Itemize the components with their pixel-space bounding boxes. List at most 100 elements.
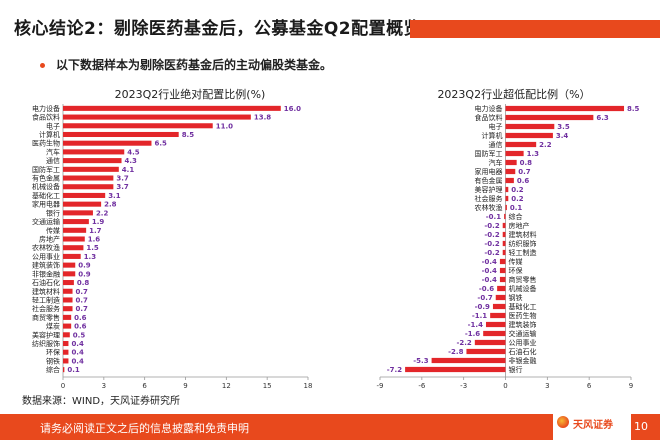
category-label: 非银金融: [509, 356, 537, 365]
bar: [466, 348, 506, 355]
data-label: 13.8: [254, 114, 271, 122]
bar: [505, 195, 509, 202]
x-tick-label: 12: [222, 382, 231, 390]
logo-icon: [557, 416, 569, 428]
bar: [63, 253, 81, 259]
data-label: 4.5: [127, 148, 140, 156]
category-label: 家用电器: [475, 167, 503, 176]
bar: [505, 123, 555, 130]
bar: [63, 166, 119, 172]
bar: [505, 186, 509, 193]
x-tick-label: 15: [263, 382, 272, 390]
category-label: 美容护理: [32, 330, 60, 339]
data-label: 0.5: [73, 331, 86, 339]
bar: [63, 105, 281, 111]
data-label: 0.4: [71, 340, 84, 348]
chart-title: 2023Q2行业绝对配置比例(%): [115, 87, 266, 101]
category-label: 机械设备: [509, 284, 537, 293]
category-label: 食品饮料: [32, 113, 60, 122]
x-tick-label: 18: [304, 382, 313, 390]
category-label: 通信: [489, 140, 503, 149]
category-label: 电子: [46, 121, 60, 130]
data-label: 3.4: [556, 132, 569, 140]
category-label: 电力设备: [475, 104, 503, 113]
category-label: 通信: [46, 156, 60, 165]
bar: [63, 306, 73, 312]
category-label: 银行: [46, 208, 60, 217]
data-label: -0.2: [484, 222, 499, 230]
data-label: 16.0: [284, 105, 301, 113]
bar: [63, 201, 102, 207]
data-label: -0.2: [484, 240, 499, 248]
bar: [505, 132, 553, 139]
data-label: -5.3: [413, 357, 428, 365]
data-label: 0.6: [74, 323, 87, 331]
bullet-icon: [40, 63, 45, 68]
bar: [63, 175, 114, 181]
category-label: 社会服务: [475, 194, 503, 203]
page-number: 10: [634, 420, 648, 433]
bar: [490, 312, 506, 319]
bar: [63, 236, 85, 242]
category-label: 国防军工: [475, 149, 503, 158]
data-label: -0.7: [477, 294, 492, 302]
category-label: 美容护理: [475, 185, 503, 194]
data-label: -1.4: [468, 321, 483, 329]
x-tick-label: -6: [418, 382, 426, 390]
category-label: 石油石化: [32, 278, 60, 287]
data-label: -2.8: [448, 348, 463, 356]
category-label: 非银金融: [32, 269, 60, 278]
data-label: -0.6: [479, 285, 494, 293]
data-label: 1.7: [89, 227, 102, 235]
data-label: 3.5: [557, 123, 570, 131]
category-label: 房地产: [509, 221, 530, 230]
bar: [63, 219, 89, 225]
data-label: 8.5: [182, 131, 195, 139]
data-label: -0.4: [482, 276, 497, 284]
x-tick-label: 0: [503, 382, 507, 390]
category-label: 农林牧渔: [32, 243, 60, 252]
x-tick-label: -3: [460, 382, 467, 390]
bar: [63, 114, 251, 120]
bar: [499, 267, 506, 274]
bullet-text: 以下数据样本为剔除医药基金后的主动偏股类基金。: [56, 58, 333, 72]
data-label: 1.3: [527, 150, 540, 158]
category-label: 机械设备: [32, 182, 60, 191]
data-label: -0.4: [482, 267, 497, 275]
bar: [505, 141, 537, 148]
x-tick-label: -9: [377, 382, 384, 390]
data-label: 2.2: [539, 141, 552, 149]
bar: [63, 271, 76, 277]
bar: [502, 231, 506, 238]
data-label: 0.1: [67, 366, 80, 374]
data-label: 6.3: [596, 114, 609, 122]
data-label: -0.2: [484, 231, 499, 239]
category-label: 有色金属: [475, 176, 503, 185]
category-label: 钢铁: [46, 356, 60, 365]
category-label: 环保: [46, 348, 60, 357]
bar: [63, 297, 73, 303]
bar: [505, 168, 516, 175]
data-label: 0.4: [71, 357, 84, 365]
category-label: 环保: [509, 266, 523, 275]
category-label: 食品饮料: [475, 113, 503, 122]
data-label: 11.0: [216, 122, 233, 130]
data-label: 4.3: [125, 157, 138, 165]
data-label: -1.6: [465, 330, 480, 338]
logo-text: 天风证券: [573, 420, 613, 431]
category-label: 电子: [489, 122, 503, 131]
data-label: 0.7: [76, 305, 89, 313]
data-label: 6.5: [154, 140, 167, 148]
category-label: 商贸零售: [509, 275, 537, 284]
bar: [504, 213, 506, 220]
data-label: 2.2: [96, 209, 109, 217]
category-label: 农林牧渔: [475, 203, 503, 212]
category-label: 纺织服饰: [509, 239, 537, 248]
data-label: 0.9: [78, 262, 91, 270]
bar: [505, 159, 517, 166]
data-label: 1.6: [88, 236, 101, 244]
category-label: 建筑装饰: [32, 261, 60, 270]
footer-disclaimer: 请务必阅读正文之后的信息披露和免责申明: [40, 422, 249, 435]
category-label: 建筑材料: [509, 230, 537, 239]
